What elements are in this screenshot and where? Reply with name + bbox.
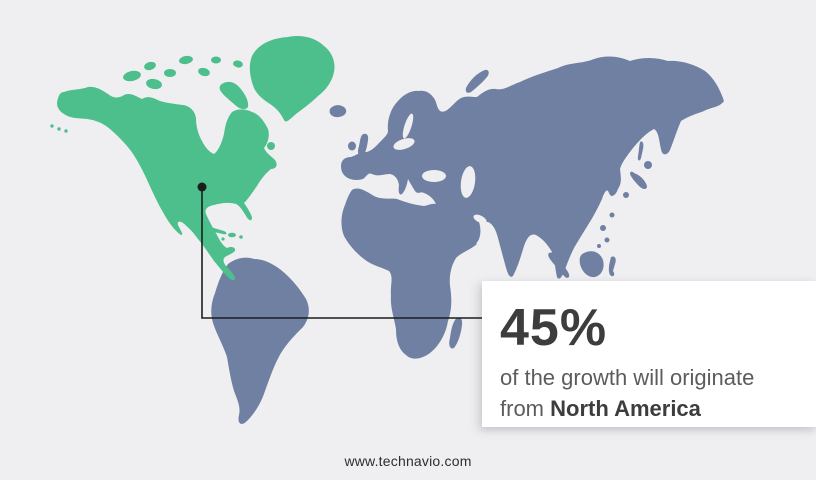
island-arctic-5: [211, 56, 221, 64]
stat-description-line1: of the growth will originate: [500, 365, 755, 390]
island-cuba: [204, 226, 227, 235]
callout-connector-line: [201, 190, 483, 319]
island-arctic-4: [198, 67, 210, 77]
gulf-persian: [473, 214, 487, 224]
callout-marker-group: [197, 182, 483, 319]
island-aleutian-2: [57, 127, 61, 131]
island-sakhalin: [637, 141, 644, 161]
island-arctic-3: [179, 55, 193, 65]
island-arctic-6: [233, 60, 243, 68]
island-sumatra: [548, 252, 570, 278]
landmass-africa: [341, 188, 477, 359]
island-newfoundland: [267, 142, 275, 150]
landmass-south-america: [211, 257, 309, 424]
landmass-greenland: [249, 36, 335, 122]
sea-caspian: [460, 166, 476, 198]
island-arctic-2: [164, 69, 176, 77]
island-aleutian-1: [50, 124, 54, 128]
stat-description: of the growth will originate from North …: [500, 362, 804, 424]
island-hokkaido: [644, 161, 652, 169]
region-rest-of-world: [211, 56, 724, 424]
gulf-bothnia: [402, 113, 414, 139]
island-sulawesi: [608, 256, 616, 277]
island-philippines-1: [600, 225, 606, 231]
landmass-eurasia: [341, 56, 724, 279]
island-jamaica: [221, 237, 225, 241]
island-baffin: [219, 81, 249, 110]
stat-value: 45%: [500, 299, 608, 357]
island-kyushu: [623, 192, 629, 198]
island-taiwan: [609, 212, 615, 218]
footer-url[interactable]: www.technavio.com: [344, 453, 472, 469]
island-hispaniola: [228, 232, 236, 238]
region-north-america: [50, 36, 335, 281]
island-great-britain: [358, 133, 369, 157]
island-iceland: [329, 105, 347, 118]
island-aleutian-3: [64, 129, 68, 133]
island-ireland: [348, 141, 356, 151]
landmass-north-america: [57, 86, 277, 281]
footer: www.technavio.com: [0, 453, 816, 471]
stat-region-name: North America: [550, 396, 701, 421]
stat-card: 45% of the growth will originate from No…: [482, 281, 816, 427]
island-novaya-zemlya: [465, 69, 489, 93]
island-victoria: [146, 78, 162, 90]
island-madagascar: [449, 317, 463, 349]
island-borneo: [579, 251, 604, 278]
island-philippines-3: [597, 244, 601, 248]
island-philippines-2: [604, 237, 610, 243]
sea-baltic: [393, 138, 415, 150]
island-banks: [123, 70, 141, 82]
island-arctic-1: [144, 61, 156, 71]
stat-description-line2-prefix: from: [500, 396, 551, 421]
island-puerto-rico: [239, 235, 243, 239]
location-marker-dot: [197, 182, 207, 192]
island-honshu: [630, 171, 647, 189]
sea-black: [422, 170, 446, 182]
